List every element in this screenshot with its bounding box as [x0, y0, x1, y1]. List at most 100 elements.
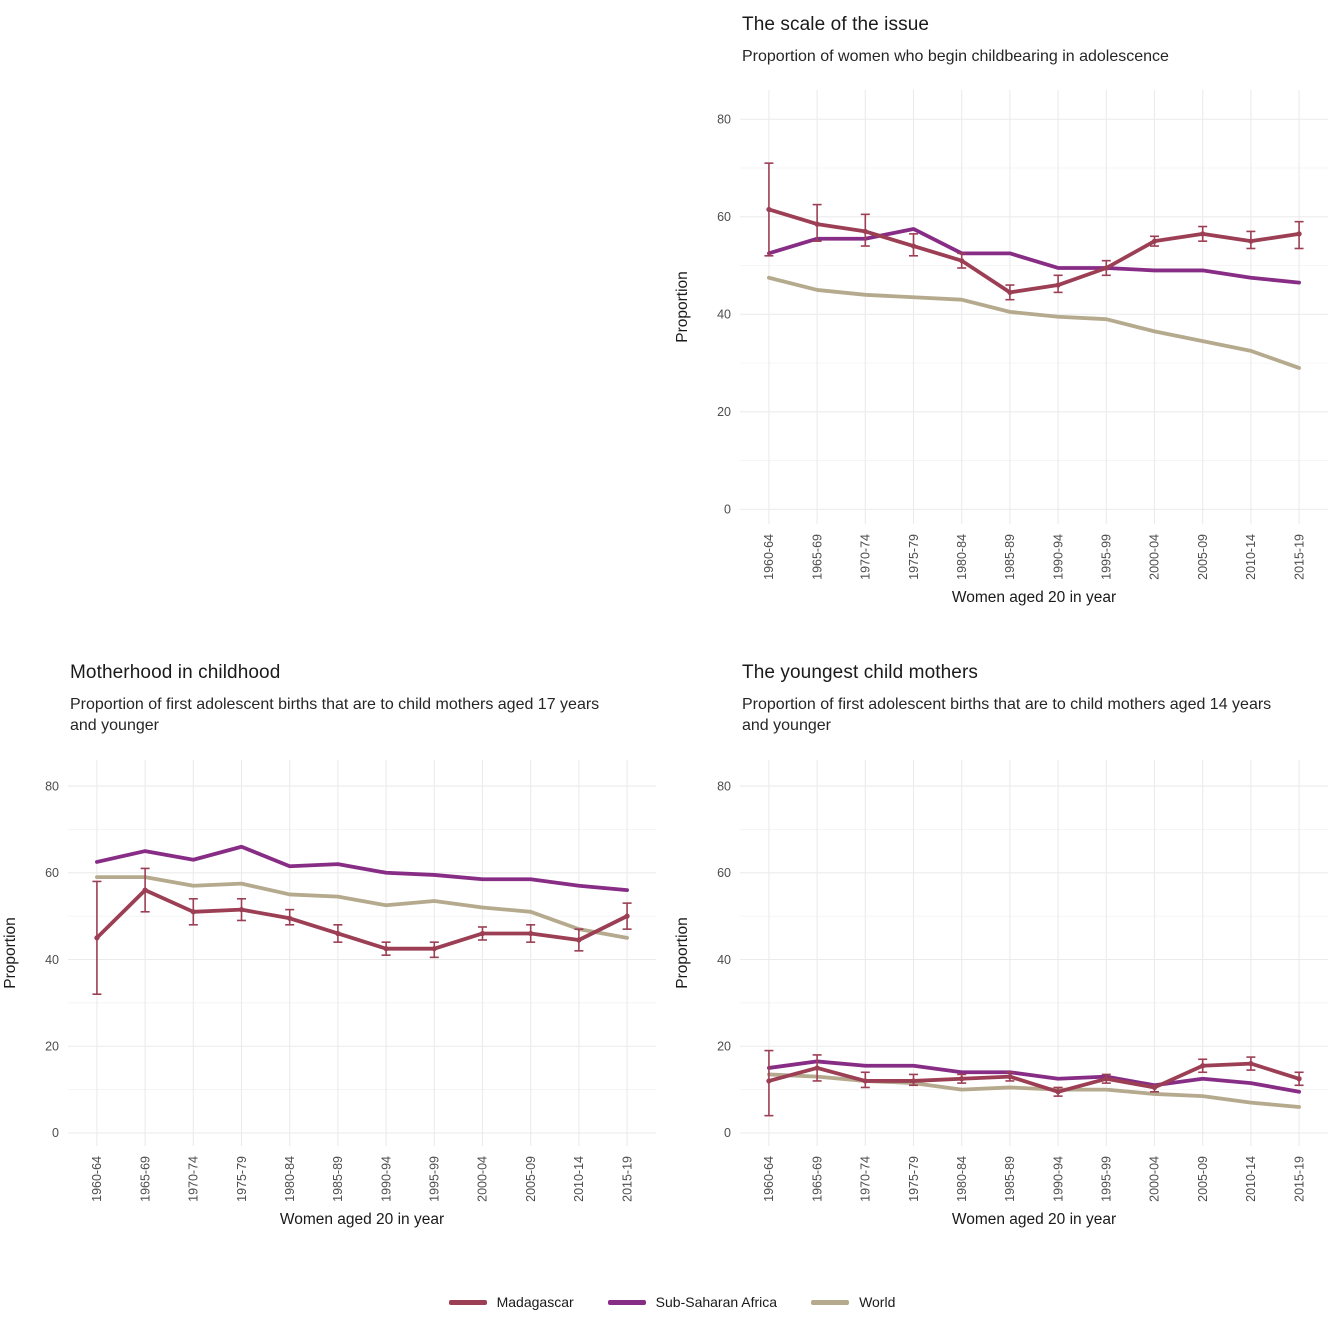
data-point	[766, 1078, 772, 1084]
chart-motherhood-in-childhood: Motherhood in childhood Proportion of fi…	[0, 648, 672, 1270]
legend-label: World	[859, 1294, 896, 1310]
svg-text:2000-04: 2000-04	[1148, 534, 1162, 580]
svg-text:2015-19: 2015-19	[620, 1156, 634, 1202]
svg-text:40: 40	[717, 953, 731, 967]
x-axis-title: Women aged 20 in year	[280, 1211, 444, 1228]
series-world	[767, 275, 1301, 370]
y-axis-tick-labels: 0 20 40 60 80	[717, 113, 731, 517]
chart-legend: Madagascar Sub-Saharan Africa World	[0, 1294, 1344, 1310]
data-point	[1248, 1060, 1254, 1067]
data-point	[959, 1076, 965, 1082]
series-world	[95, 875, 629, 940]
data-point	[1007, 1074, 1013, 1080]
series-line	[767, 1059, 1301, 1094]
series-line	[767, 1061, 1301, 1094]
svg-text:1990-94: 1990-94	[1051, 1156, 1065, 1202]
data-point	[959, 258, 965, 264]
series-line	[95, 888, 629, 951]
svg-text:1985-89: 1985-89	[331, 1156, 345, 1202]
data-point	[142, 887, 148, 893]
data-point	[814, 1065, 820, 1071]
chart-plot: 0 20 40 60 80 1960-64 1965-69 1970-74 1975-79 198…	[674, 760, 1328, 1228]
svg-text:2005-09: 2005-09	[524, 1156, 538, 1202]
chart-title: The youngest child mothers	[742, 662, 978, 683]
chart-title: Motherhood in childhood	[70, 662, 281, 683]
y-axis-title: Proportion	[2, 917, 19, 989]
svg-text:1995-99: 1995-99	[1100, 1156, 1114, 1202]
legend-label: Madagascar	[496, 1294, 574, 1310]
svg-text:1965-69: 1965-69	[810, 1156, 824, 1202]
svg-text:80: 80	[45, 779, 59, 793]
svg-text:2005-09: 2005-09	[1196, 534, 1210, 580]
svg-text:20: 20	[717, 1039, 731, 1053]
y-axis-tick-labels: 0 20 40 60 80	[717, 779, 731, 1140]
data-point	[624, 913, 630, 919]
svg-text:1980-84: 1980-84	[955, 1156, 969, 1202]
chart-header: The youngest child mothers Proportion of…	[672, 648, 1344, 748]
chart-subtitle: Proportion of first adolescent births th…	[70, 696, 600, 734]
x-axis-tick-labels: 1960-64 1965-69 1970-74 1975-79 1980-84 1985-…	[762, 1156, 1306, 1202]
data-point	[1103, 1076, 1109, 1082]
data-point	[1151, 1084, 1158, 1091]
legend-label: Sub-Saharan Africa	[655, 1294, 778, 1310]
data-point	[1296, 231, 1302, 237]
svg-text:2015-19: 2015-19	[1292, 1156, 1306, 1202]
series-line	[95, 844, 629, 893]
data-point	[1151, 238, 1158, 244]
svg-text:1990-94: 1990-94	[379, 1156, 393, 1202]
series-line	[767, 207, 1301, 295]
data-point	[814, 221, 820, 227]
svg-text:0: 0	[724, 1126, 731, 1140]
data-point	[1200, 231, 1206, 237]
svg-text:1975-79: 1975-79	[907, 1156, 921, 1202]
svg-text:40: 40	[717, 308, 731, 322]
svg-text:2010-14: 2010-14	[1244, 1156, 1258, 1202]
series-madagascar	[764, 1049, 1304, 1117]
chart-title: The scale of the issue	[742, 14, 930, 35]
series-madagascar	[92, 867, 632, 996]
data-point	[431, 946, 437, 952]
svg-text:1985-89: 1985-89	[1003, 534, 1017, 580]
data-point	[1200, 1063, 1206, 1069]
data-point	[1055, 1089, 1061, 1095]
series-sub-saharan-africa	[767, 227, 1301, 285]
svg-text:1965-69: 1965-69	[810, 534, 824, 580]
data-point	[528, 930, 534, 937]
data-point	[910, 1078, 917, 1084]
svg-text:60: 60	[717, 866, 731, 880]
y-axis-title: Proportion	[674, 271, 691, 343]
data-point	[479, 930, 486, 937]
svg-text:1970-74: 1970-74	[859, 1156, 873, 1202]
svg-text:20: 20	[717, 405, 731, 419]
series-sub-saharan-africa	[767, 1059, 1301, 1094]
chart-subtitle: Proportion of first adolescent births th…	[742, 696, 1272, 734]
svg-text:1980-84: 1980-84	[283, 1156, 297, 1202]
legend-item-madagascar: Madagascar	[448, 1294, 574, 1310]
x-axis-tick-labels: 1960-64 1965-69 1970-74 1975-79 1980-84 1985-…	[90, 1156, 634, 1202]
svg-text:1960-64: 1960-64	[762, 534, 776, 580]
gridlines	[740, 90, 1328, 524]
svg-text:1960-64: 1960-64	[90, 1156, 104, 1202]
svg-text:20: 20	[45, 1039, 59, 1053]
legend-swatch-madagascar	[448, 1299, 487, 1305]
chart-header: Motherhood in childhood Proportion of fi…	[0, 648, 672, 748]
data-point	[862, 228, 868, 235]
svg-text:80: 80	[717, 779, 731, 793]
series-line	[767, 227, 1301, 285]
y-axis-tick-labels: 0 20 40 60 80	[45, 779, 59, 1140]
svg-text:2000-04: 2000-04	[476, 1156, 490, 1202]
gridlines	[68, 760, 656, 1146]
series-sub-saharan-africa	[95, 844, 629, 893]
data-point	[1248, 238, 1254, 244]
data-point	[190, 909, 196, 915]
series-madagascar	[764, 162, 1304, 301]
legend-swatch-sub-saharan-africa	[607, 1299, 646, 1305]
svg-text:2005-09: 2005-09	[1196, 1156, 1210, 1202]
chart-plot: 0 20 40 60 80 1960-64 1965-69 1970-74 1975-79 198…	[2, 760, 656, 1228]
svg-text:1975-79: 1975-79	[907, 534, 921, 580]
svg-text:2015-19: 2015-19	[1292, 534, 1306, 580]
chart-subtitle: Proportion of women who begin childbeari…	[742, 48, 1169, 65]
x-axis-title: Women aged 20 in year	[952, 589, 1116, 606]
svg-text:1970-74: 1970-74	[187, 1156, 201, 1202]
chart-youngest-child-mothers: The youngest child mothers Proportion of…	[672, 648, 1344, 1270]
